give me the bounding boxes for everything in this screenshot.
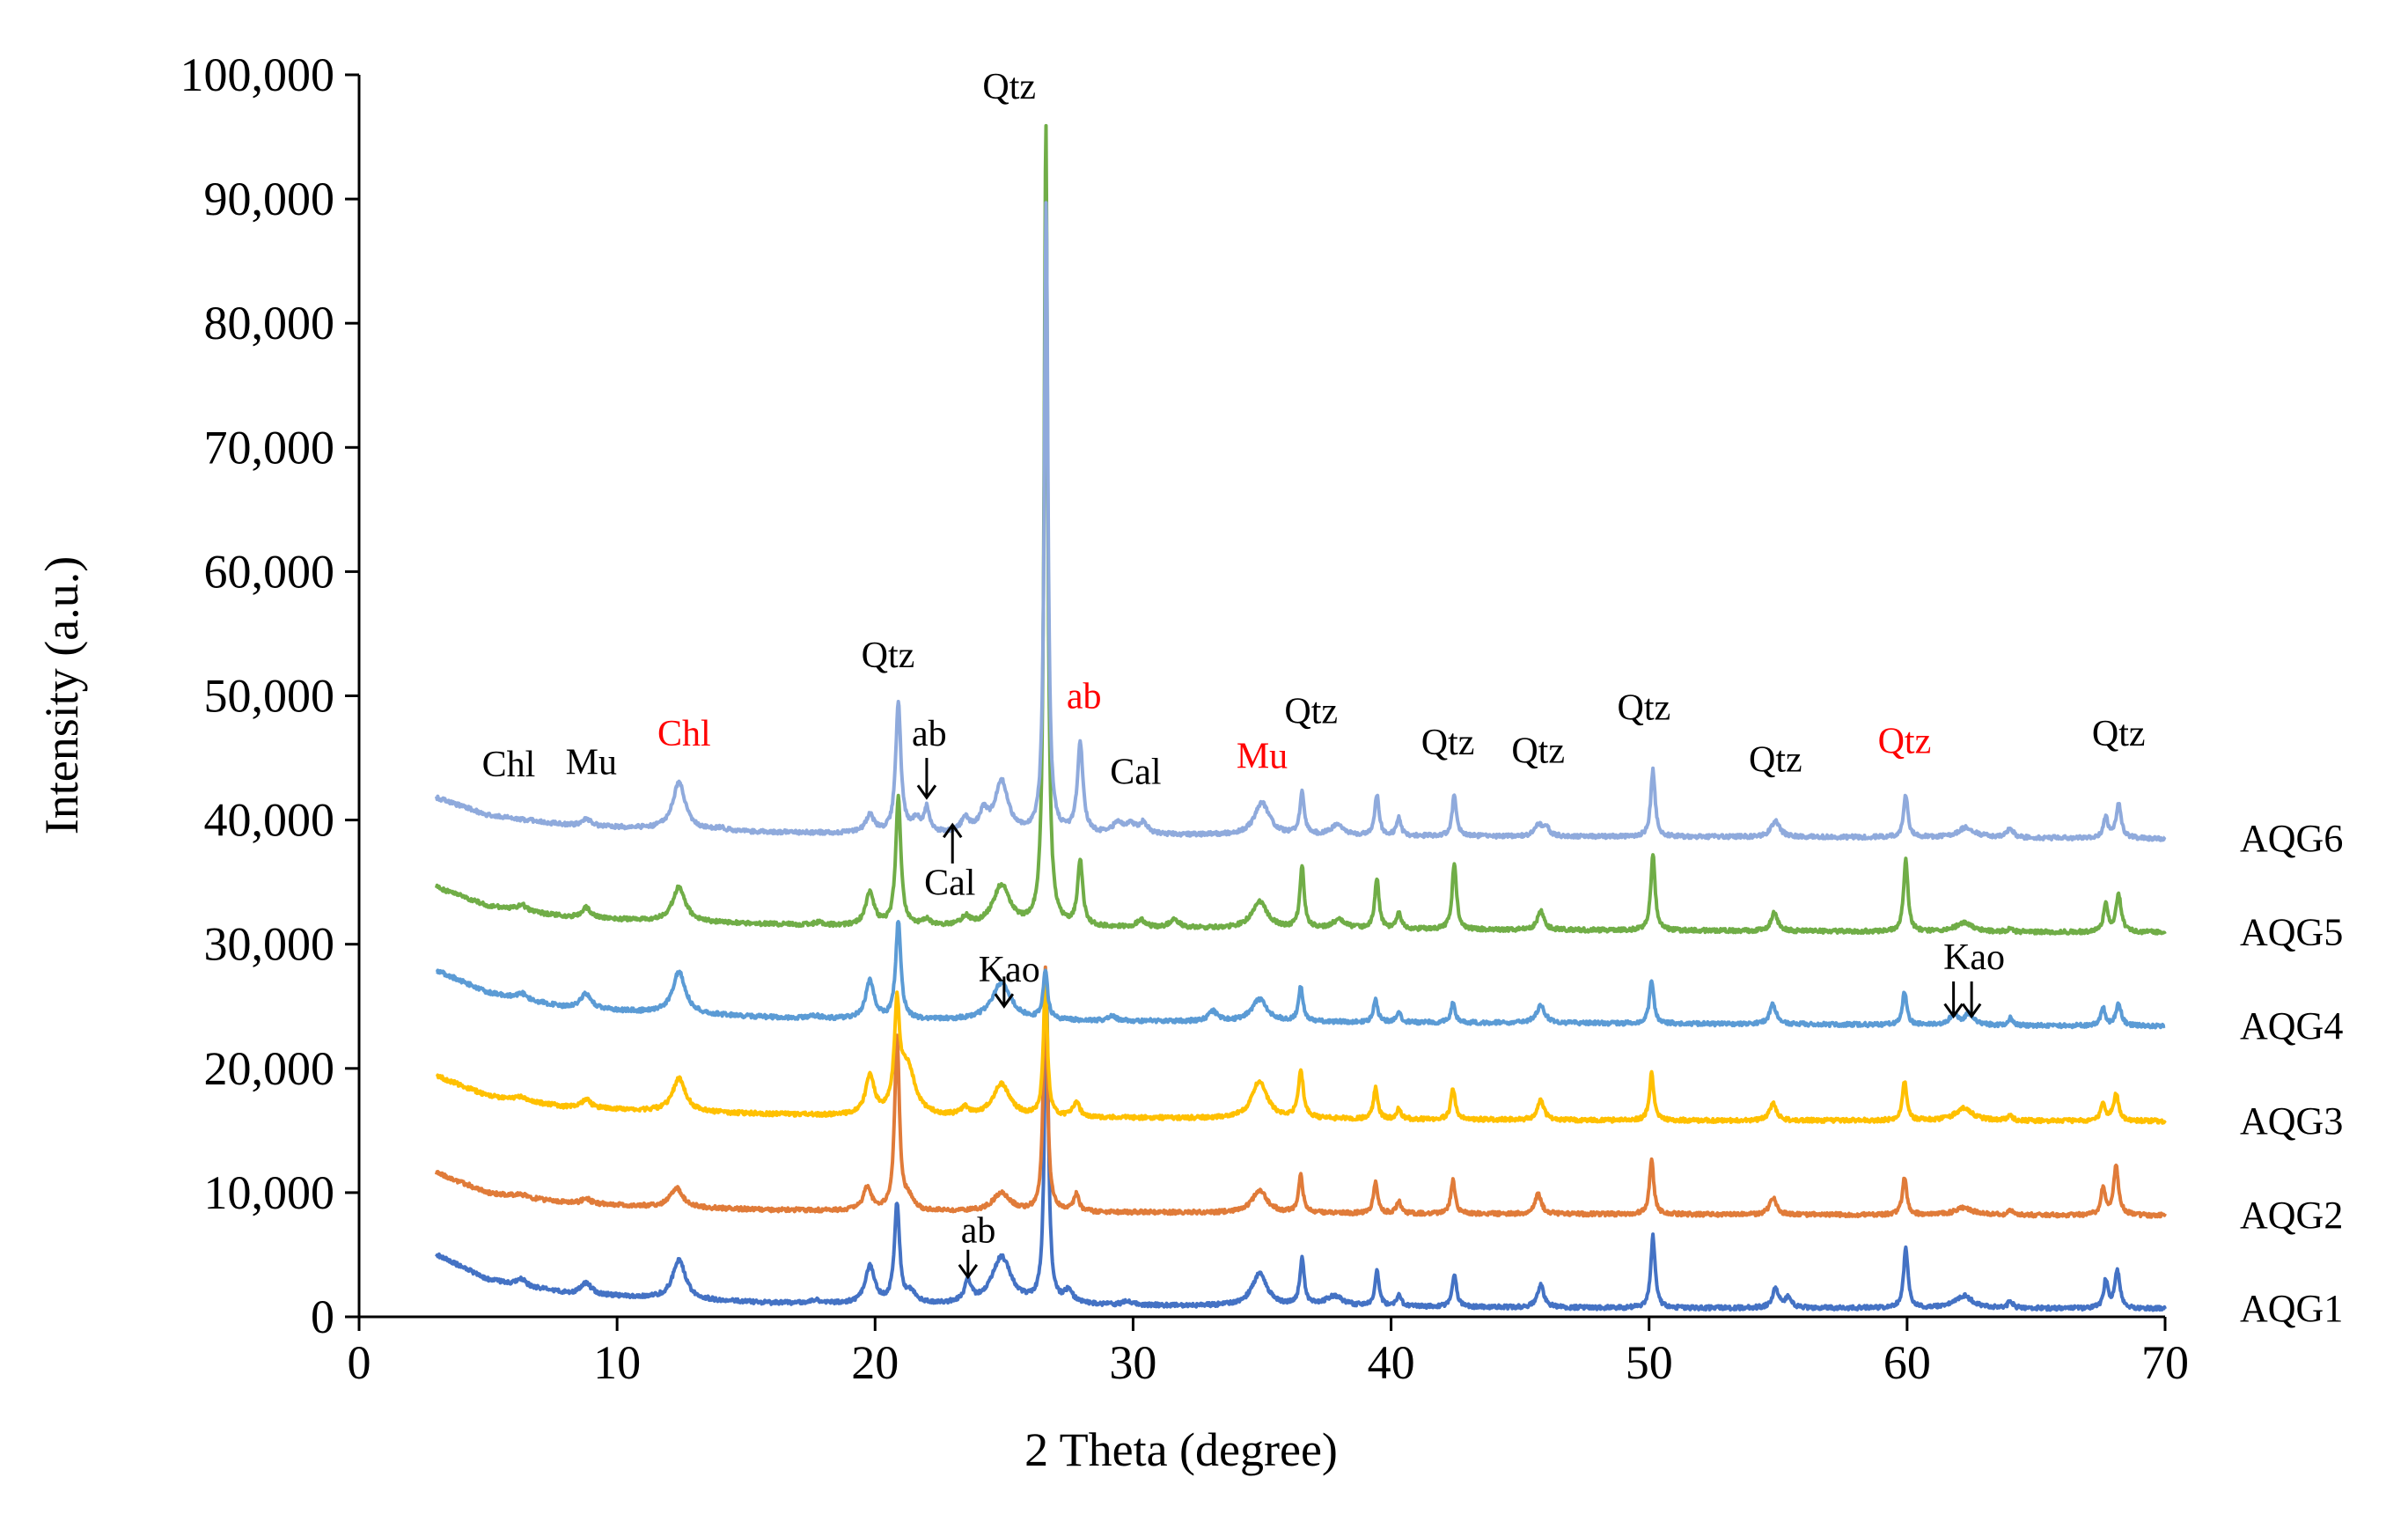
x-tick-label: 50 <box>1626 1336 1673 1389</box>
annotation-arrow <box>1943 981 1964 1019</box>
x-tick-label: 60 <box>1883 1336 1931 1389</box>
peak-annotation: ab <box>1067 677 1102 717</box>
series-label: AQG2 <box>2240 1194 2343 1237</box>
peak-annotation: Qtz <box>1284 692 1338 732</box>
series-label: AQG6 <box>2240 817 2343 860</box>
x-tick-label: 40 <box>1368 1336 1415 1389</box>
peak-annotation: Cal <box>1110 753 1161 793</box>
peak-annotation: Qtz <box>1618 687 1671 728</box>
annotation-arrow <box>916 758 937 800</box>
x-tick-label: 0 <box>348 1336 371 1389</box>
x-axis-title: 2 Theta (degree) <box>1024 1423 1338 1476</box>
series-label: AQG3 <box>2240 1099 2343 1143</box>
x-tick-label: 70 <box>2141 1336 2189 1389</box>
y-tick-label: 20,000 <box>204 1042 335 1095</box>
peak-annotation: Kao <box>1943 937 2005 978</box>
peak-annotation: Qtz <box>982 67 1036 107</box>
series-line-aqg1 <box>435 984 2167 1312</box>
annotation-arrow <box>994 976 1015 1009</box>
axes-group: 0 10,000 20,000 30,000 40,000 50,000 60,000 70,… <box>180 48 2190 1389</box>
series-line-aqg4 <box>435 920 2167 1030</box>
y-tick-label: 50,000 <box>204 670 335 723</box>
series-line-aqg2 <box>434 965 2167 1219</box>
peak-annotation: Qtz <box>1421 723 1475 763</box>
peak-annotation: Qtz <box>2092 714 2146 754</box>
y-tick-label: 40,000 <box>204 794 335 847</box>
y-tick-label: 60,000 <box>204 545 335 598</box>
y-tick-label: 80,000 <box>204 297 335 349</box>
annotation-arrow <box>1961 981 1982 1019</box>
peak-annotation: Qtz <box>862 636 915 676</box>
peak-annotation: Kao <box>979 950 1040 990</box>
y-tick-label: 100,000 <box>180 48 335 101</box>
y-axis-title: Intensity (a.u.) <box>35 556 88 834</box>
x-tick-label: 10 <box>593 1336 641 1389</box>
series-line-aqg3 <box>435 980 2167 1125</box>
peak-annotation: Mu <box>1237 736 1288 776</box>
y-tick-label: 90,000 <box>204 173 335 225</box>
peak-annotation: Qtz <box>1511 731 1565 772</box>
series-line-aqg5 <box>434 123 2167 936</box>
series-label: AQG4 <box>2240 1004 2343 1047</box>
peak-annotation: Cal <box>924 863 975 903</box>
y-tick-label: 0 <box>311 1290 334 1343</box>
series-label: AQG1 <box>2240 1287 2343 1330</box>
x-tick-label: 30 <box>1109 1336 1156 1389</box>
peak-annotation: Qtz <box>1878 721 1932 761</box>
peak-annotation: Qtz <box>1749 740 1802 781</box>
y-tick-label: 30,000 <box>204 918 335 971</box>
annotations-group: AQG1 AQG2 AQG3 AQG4 AQG5 AQG6 Chl Mu Chl Qtz ab Qtz… <box>482 67 2344 1330</box>
y-tick-label: 70,000 <box>204 421 335 474</box>
series-label: AQG5 <box>2240 910 2343 953</box>
x-tick-label: 20 <box>851 1336 899 1389</box>
series-group <box>434 123 2167 1312</box>
annotation-arrow <box>958 1249 979 1280</box>
series-line-aqg6 <box>434 201 2167 842</box>
peak-annotation: Chl <box>657 714 711 754</box>
y-tick-label: 10,000 <box>204 1166 335 1219</box>
annotation-arrow <box>943 822 963 864</box>
peak-annotation: Chl <box>482 745 536 785</box>
peak-annotation: ab <box>912 714 947 754</box>
peak-annotation: Mu <box>566 742 617 783</box>
peak-annotation: ab <box>961 1210 996 1251</box>
